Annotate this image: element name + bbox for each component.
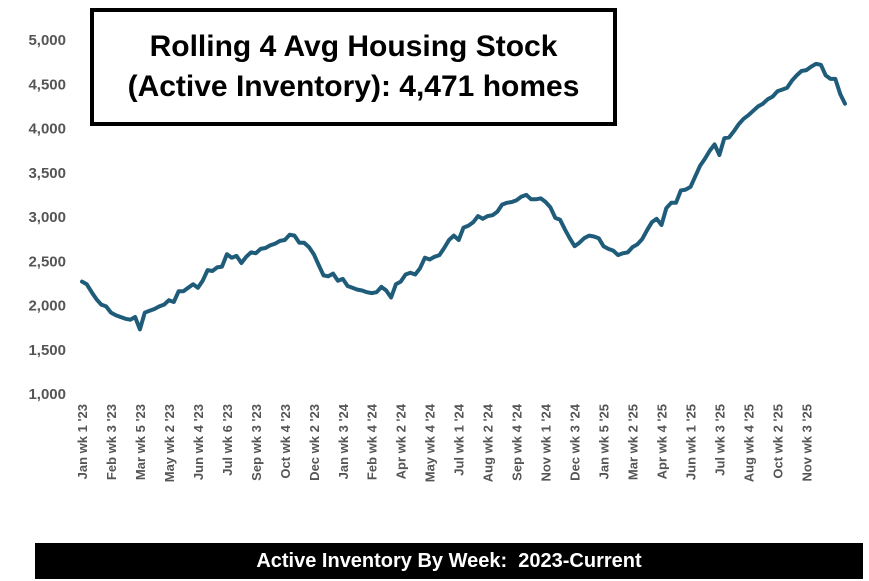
x-tick-label: Mar wk 2 '25 (626, 404, 641, 480)
y-tick-label: 2,500 (28, 253, 66, 270)
chart-title-line-1: Rolling 4 Avg Housing Stock (149, 30, 558, 63)
y-tick-label: 2,000 (28, 298, 66, 315)
y-tick-label: 5,000 (28, 32, 66, 49)
x-tick-label: Feb wk 4 '24 (365, 403, 380, 480)
x-tick-label: Jul wk 3 '25 (712, 404, 727, 476)
x-tick-label: Nov wk 1 '24 (539, 403, 554, 481)
x-axis: Jan wk 1 '23 Feb wk 3 '23 Mar wk 5 '23 May … (75, 403, 814, 482)
x-tick-label: Nov wk 3 '25 (799, 404, 814, 482)
y-tick-label: 3,500 (28, 165, 66, 182)
x-tick-label: Jul wk 1 '24 (452, 403, 467, 476)
chart-footer-caption: Active Inventory By Week: 2023-Current (35, 543, 863, 579)
y-tick-label: 1,500 (28, 342, 66, 359)
x-tick-label: Sep wk 4 '24 (510, 403, 525, 481)
x-tick-label: Aug wk 2 '24 (481, 403, 496, 482)
x-tick-label: Jun wk 4 '23 (191, 404, 206, 480)
x-tick-label: May wk 4 '24 (423, 403, 438, 482)
y-tick-label: 3,000 (28, 209, 66, 226)
x-tick-label: Apr wk 4 '25 (654, 404, 669, 479)
x-tick-label: Jan wk 5 '25 (597, 404, 612, 479)
y-tick-label: 4,000 (28, 121, 66, 138)
x-tick-label: Mar wk 5 '23 (133, 404, 148, 480)
y-tick-label: 4,500 (28, 76, 66, 93)
x-tick-label: Feb wk 3 '23 (104, 404, 119, 480)
x-tick-label: Apr wk 2 '24 (394, 403, 409, 479)
y-axis: 1,000 1,500 2,000 2,500 3,000 3,500 4,000 4,500… (28, 32, 66, 403)
x-tick-label: Dec wk 2 '23 (307, 404, 322, 481)
chart-title-line-2: (Active Inventory): 4,471 homes (127, 70, 580, 103)
x-tick-label: Jul wk 6 '23 (220, 404, 235, 476)
x-tick-label: Jan wk 1 '23 (75, 404, 90, 479)
x-tick-label: Dec wk 3 '24 (568, 403, 583, 481)
x-tick-label: May wk 2 '23 (162, 404, 177, 482)
x-tick-label: Jun wk 1 '25 (683, 404, 698, 480)
y-tick-label: 1,000 (28, 386, 66, 403)
inventory-series-line (80, 61, 847, 332)
x-tick-label: Aug wk 4 '25 (741, 404, 756, 482)
x-tick-label: Oct wk 2 '25 (770, 404, 785, 479)
x-tick-label: Sep wk 3 '23 (249, 404, 264, 481)
x-tick-label: Jan wk 3 '24 (336, 403, 351, 479)
chart-title-box: Rolling 4 Avg Housing Stock (Active Inve… (90, 8, 617, 126)
x-tick-label: Oct wk 4 '23 (278, 404, 293, 479)
